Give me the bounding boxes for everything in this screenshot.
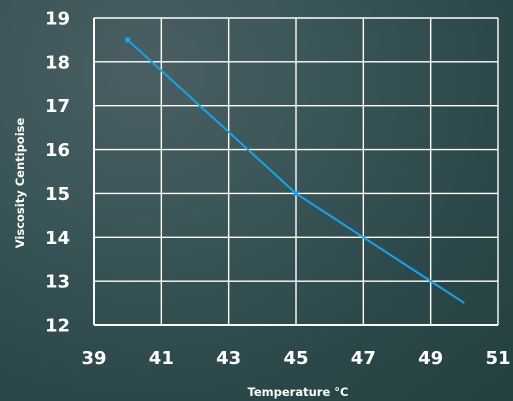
y-tick-label-15: 15 (45, 184, 70, 205)
data-point-40 (125, 37, 131, 43)
series-line-0 (126, 39, 465, 304)
y-axis-title: Viscosity Centipoise (13, 118, 27, 249)
y-tick-label-19: 19 (45, 9, 70, 30)
y-tick-label-13: 13 (45, 272, 70, 293)
x-tick-label-49: 49 (418, 348, 443, 369)
y-tick-label-14: 14 (45, 228, 70, 249)
y-tick-label-17: 17 (45, 96, 70, 117)
x-tick-label-39: 39 (81, 348, 106, 369)
y-tick-label-12: 12 (45, 316, 70, 337)
y-tick-labels: 12 13 14 15 16 17 18 19 (45, 9, 70, 337)
x-tick-labels: 39 41 43 45 47 49 51 (81, 348, 510, 369)
x-tick-label-45: 45 (283, 348, 308, 369)
grid (94, 17, 499, 325)
y-tick-label-18: 18 (45, 52, 70, 73)
y-tick-label-16: 16 (45, 140, 70, 161)
x-tick-label-43: 43 (216, 348, 241, 369)
x-tick-label-41: 41 (149, 348, 174, 369)
series-layer (125, 37, 465, 304)
data-point-45 (293, 190, 299, 196)
axes (93, 18, 498, 326)
x-tick-label-51: 51 (485, 348, 510, 369)
x-tick-label-47: 47 (351, 348, 376, 369)
x-axis-title: Temperature °C (248, 385, 349, 399)
